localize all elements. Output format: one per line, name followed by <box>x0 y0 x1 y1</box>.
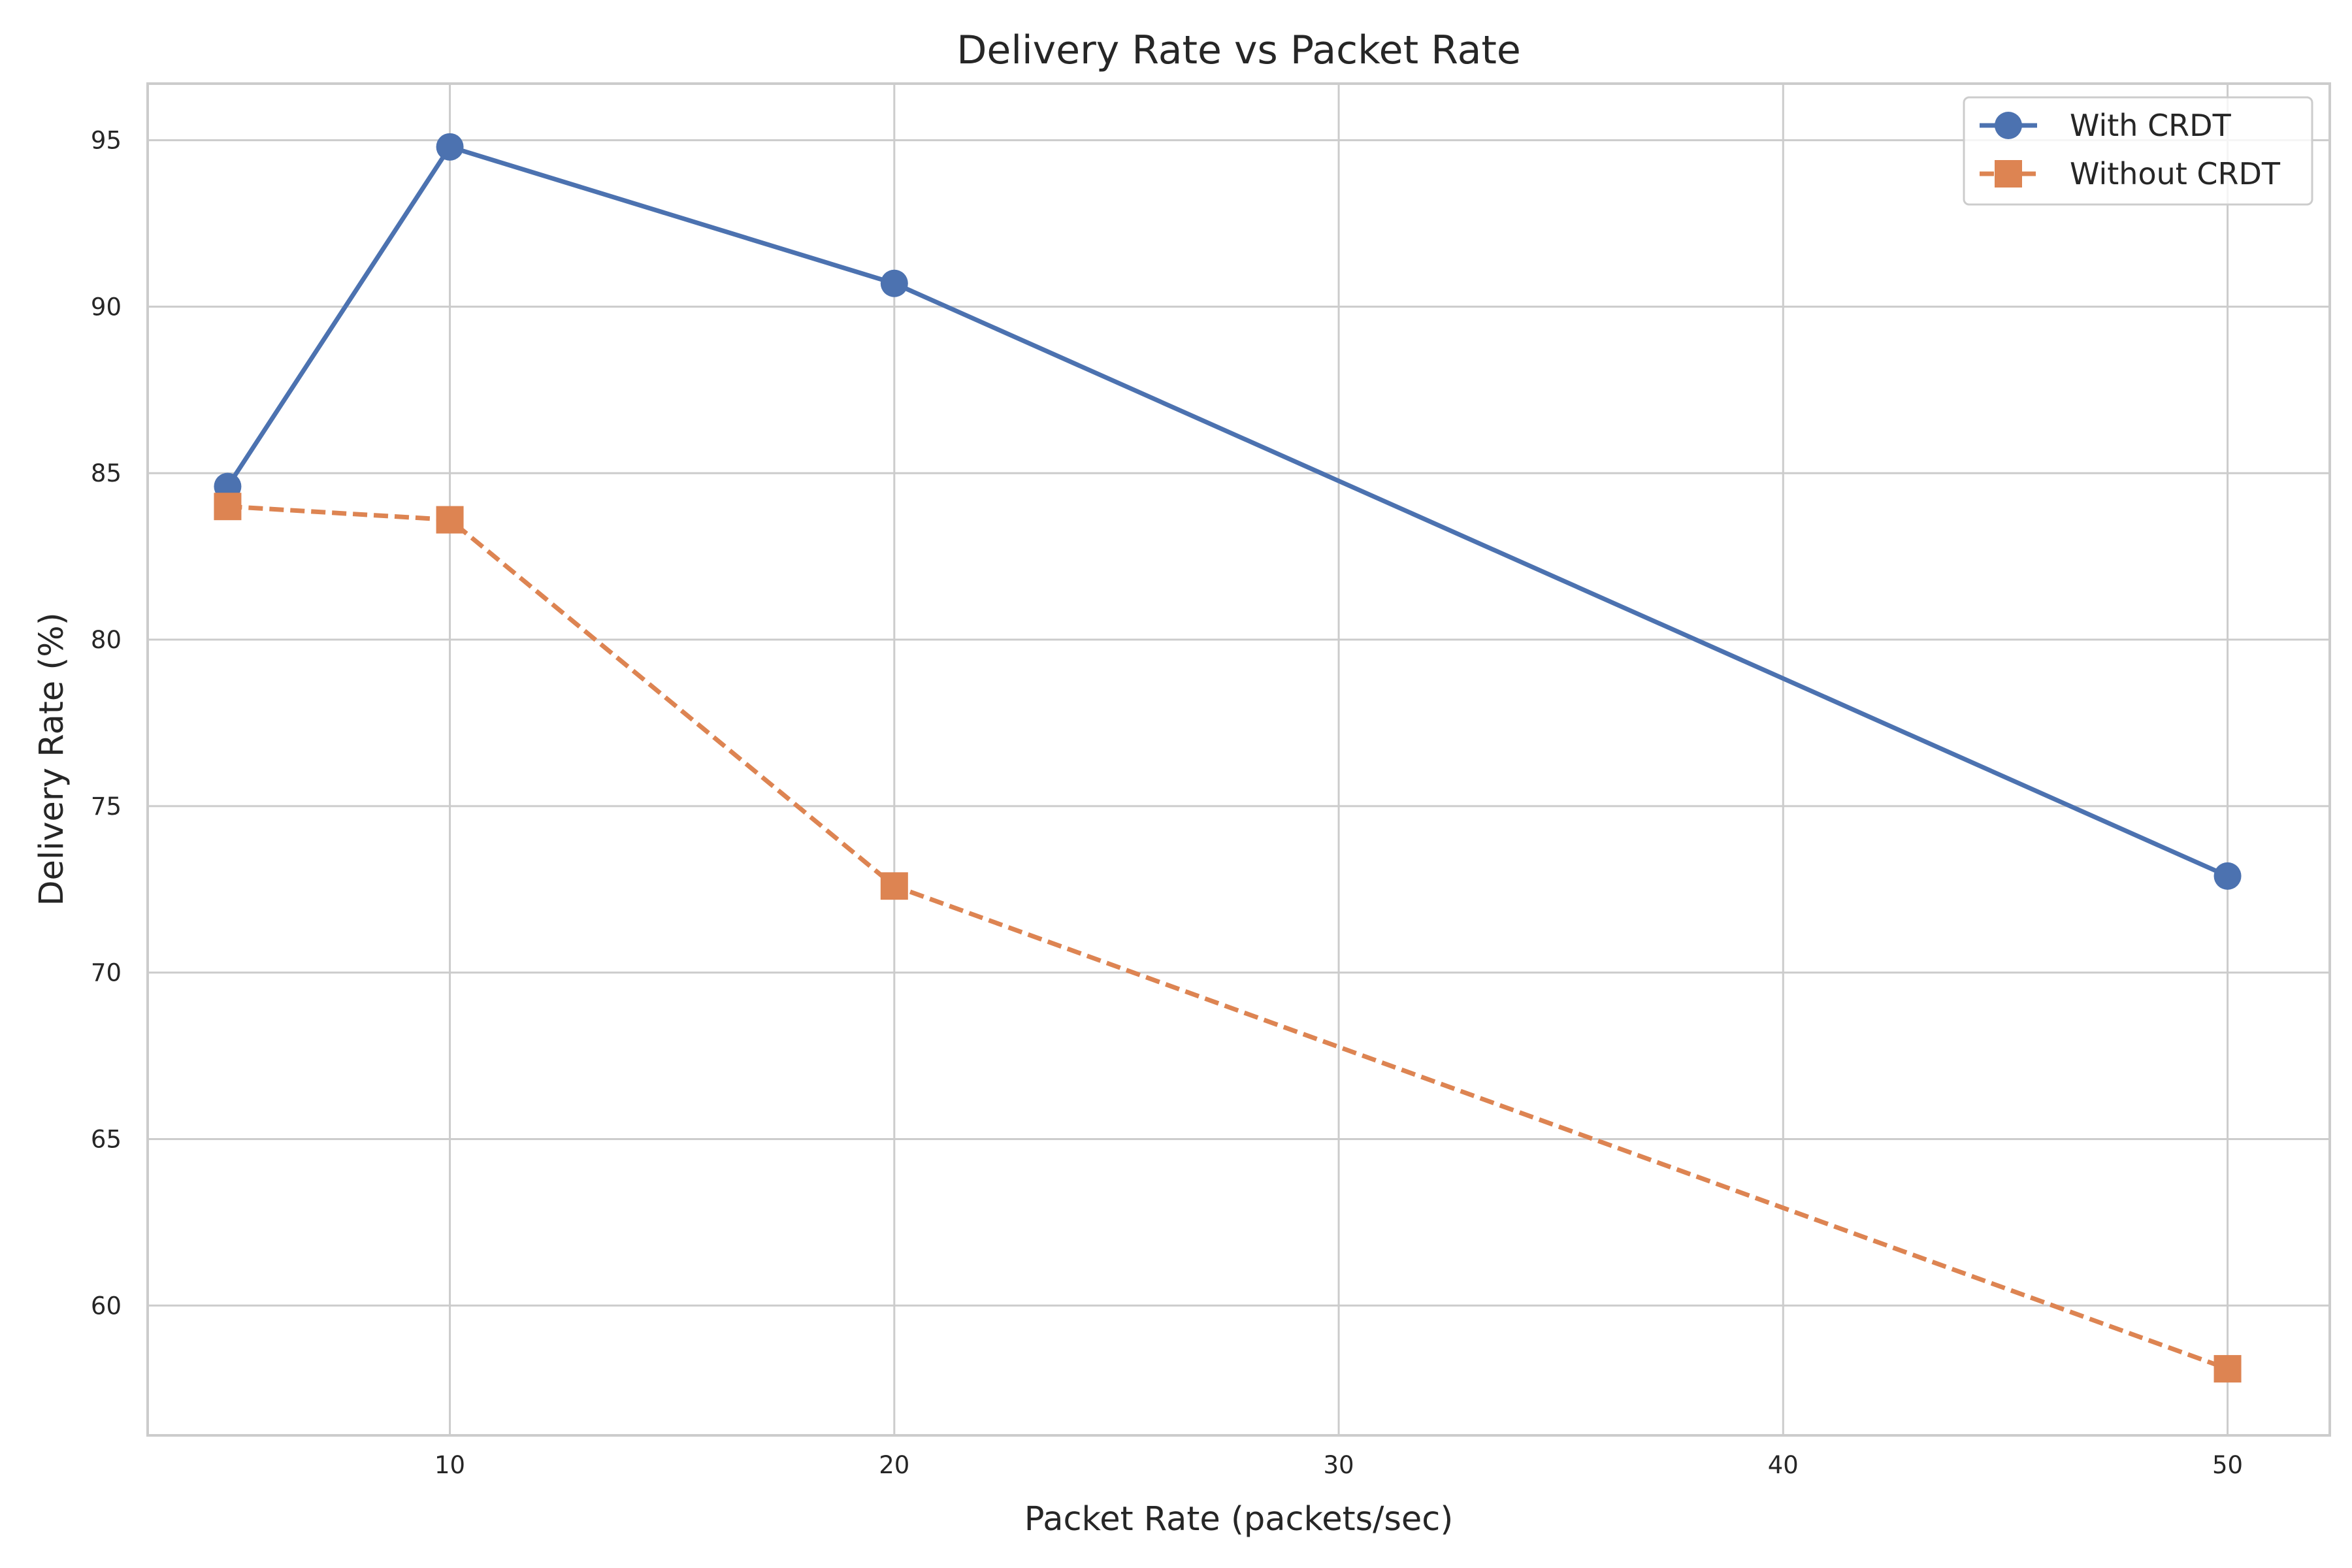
data-point <box>2213 1355 2242 1383</box>
series-1 <box>214 493 2242 1383</box>
legend-marker <box>1995 160 2022 188</box>
legend-marker <box>1995 112 2022 139</box>
legend-entries: With CRDT Without CRDT <box>1980 108 2281 191</box>
series <box>214 133 2242 1383</box>
series-line <box>227 504 2229 1371</box>
y-tick-label: 75 <box>91 792 122 821</box>
x-tick-label: 50 <box>2212 1451 2243 1479</box>
data-point <box>436 506 464 534</box>
x-tick-label: 10 <box>434 1451 465 1479</box>
y-axis-label: Delivery Rate (%) <box>33 612 71 906</box>
legend-entry: With CRDT <box>1980 108 2232 143</box>
legend-entry: Without CRDT <box>1980 156 2281 191</box>
x-tick-label: 20 <box>879 1451 909 1479</box>
legend-box <box>1963 96 2313 206</box>
series-0 <box>214 133 2242 890</box>
data-point <box>436 133 464 161</box>
plot-area-frame <box>146 82 2331 1437</box>
legend: With CRDT Without CRDT <box>1963 96 2313 206</box>
data-point <box>880 872 908 900</box>
data-point <box>214 493 242 521</box>
y-tick-labels: 60 65 70 75 80 85 90 95 <box>91 127 122 1320</box>
data-point <box>2213 862 2242 890</box>
x-tick-label: 40 <box>1768 1451 1799 1479</box>
y-tick-label: 85 <box>91 459 122 487</box>
y-tick-label: 70 <box>91 959 122 987</box>
series-line <box>225 144 2229 879</box>
y-tick-label: 95 <box>91 127 122 155</box>
legend-label: Without CRDT <box>2070 156 2281 191</box>
x-axis-label: Packet Rate (packets/sec) <box>1024 1500 1454 1539</box>
x-tick-label: 30 <box>1324 1451 1354 1479</box>
legend-label: With CRDT <box>2070 108 2232 143</box>
data-point <box>880 269 908 297</box>
chart-title: Delivery Rate vs Packet Rate <box>956 27 1521 73</box>
y-tick-label: 65 <box>91 1125 122 1153</box>
y-tick-label: 60 <box>91 1292 122 1320</box>
x-tick-labels: 10 20 30 40 50 <box>434 1451 2243 1479</box>
y-tick-label: 80 <box>91 626 122 654</box>
y-tick-label: 90 <box>91 293 122 321</box>
